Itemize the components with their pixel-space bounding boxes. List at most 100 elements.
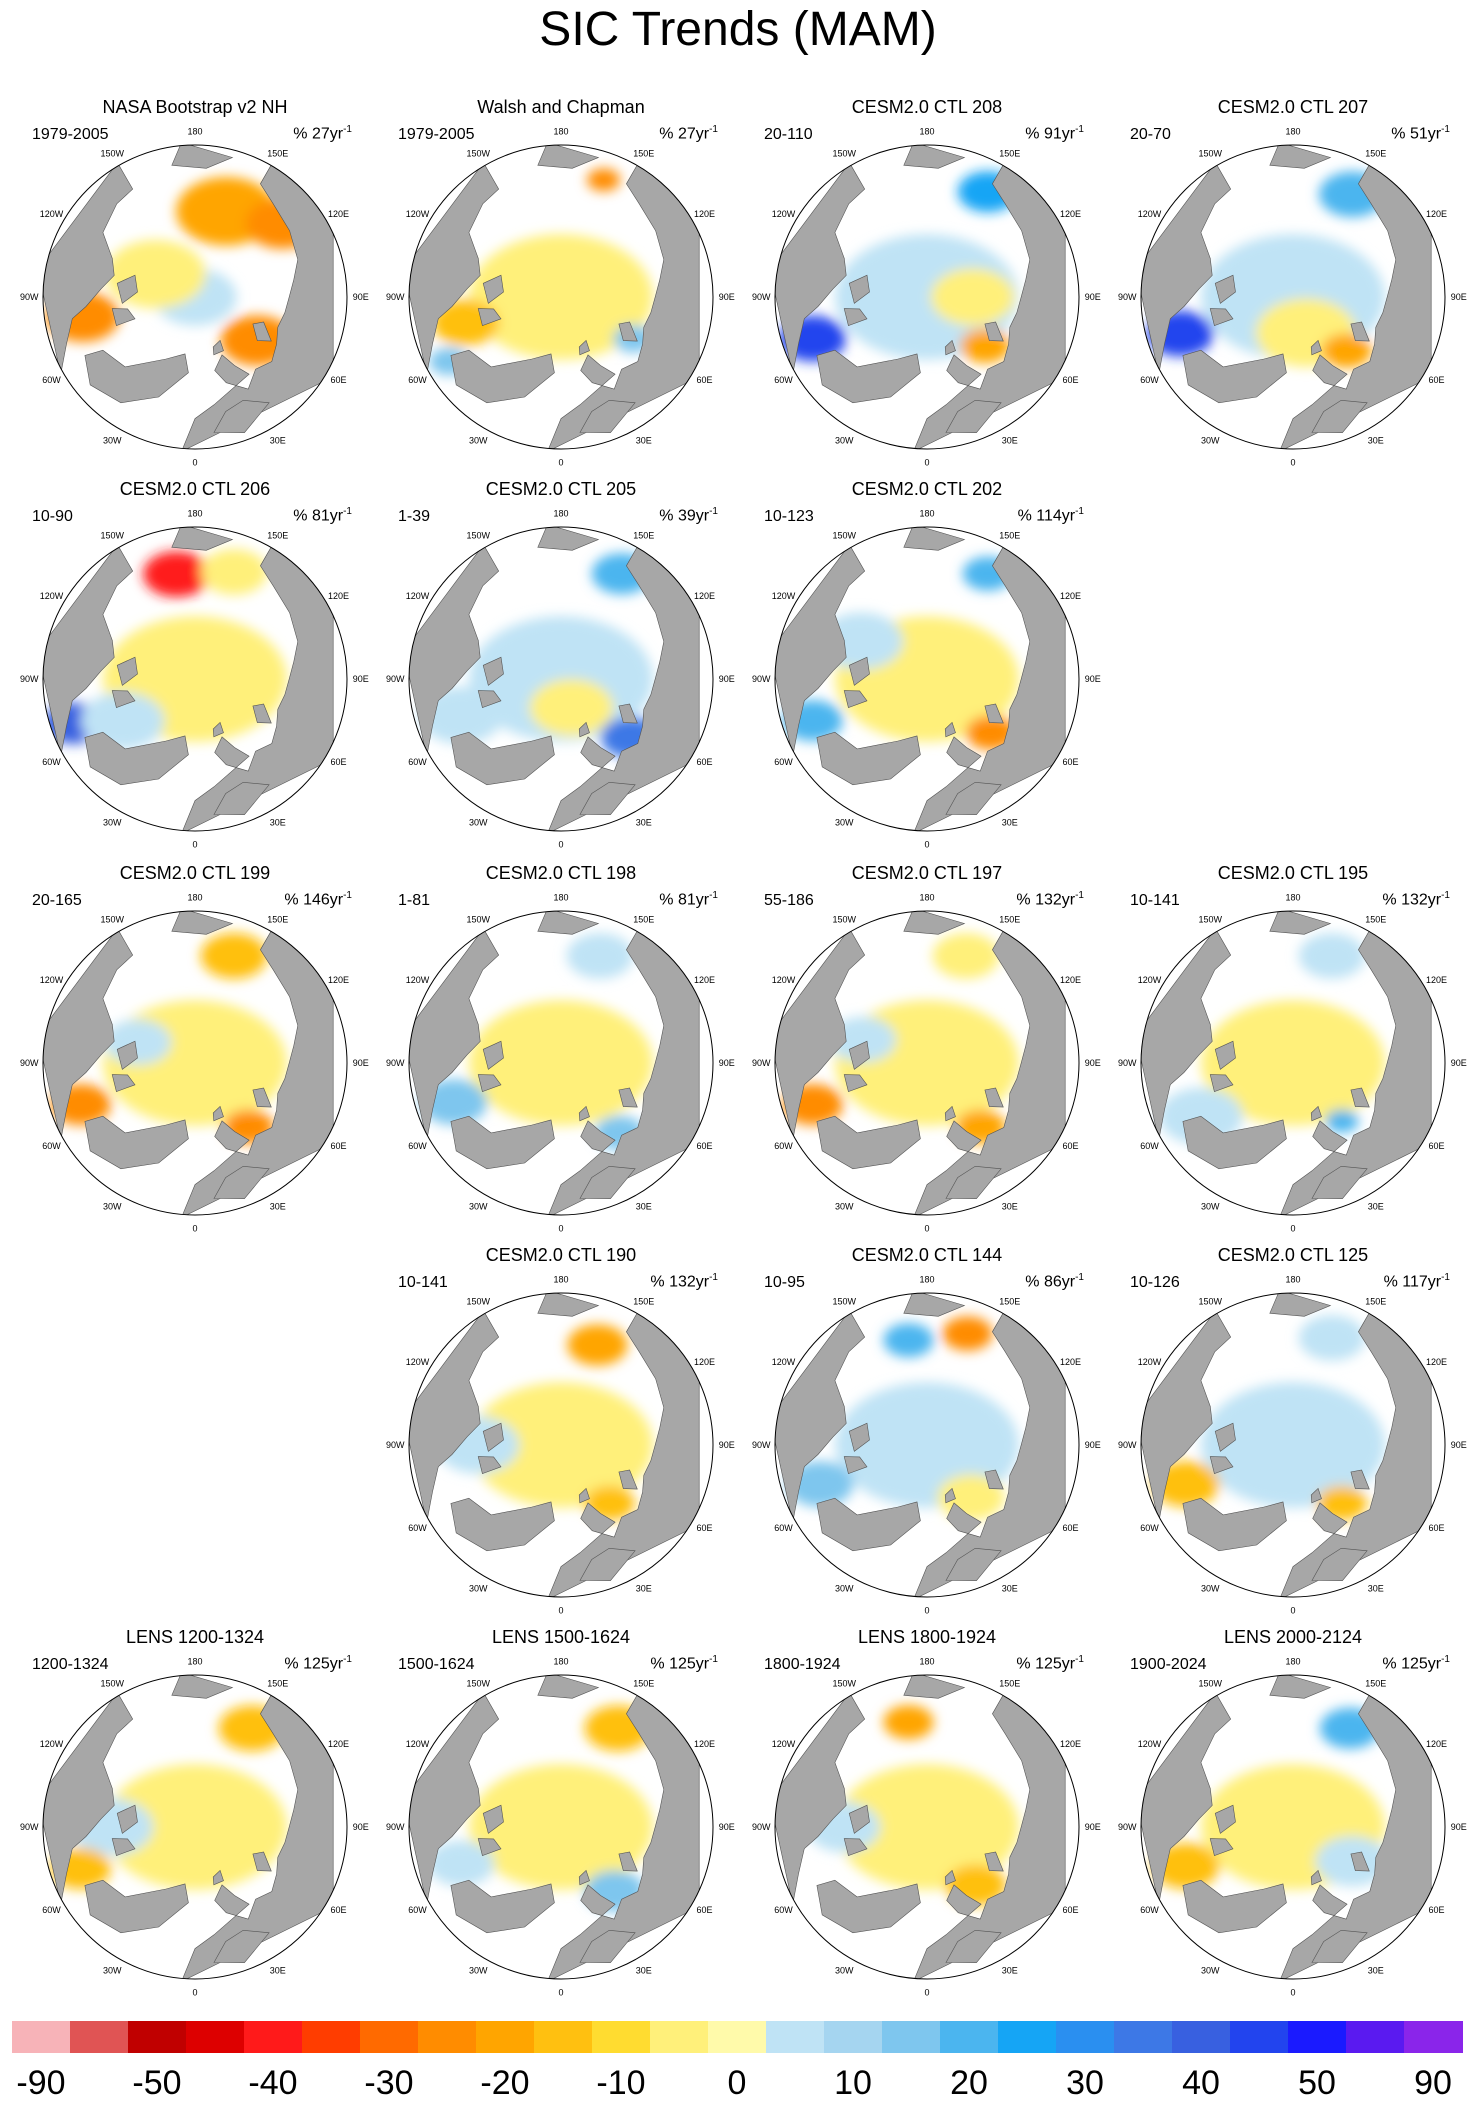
land-mass xyxy=(579,1929,636,1964)
panel-title: CESM2.0 CTL 195 xyxy=(1217,863,1369,883)
sic-trend-region xyxy=(942,1316,993,1351)
longitude-label: 120W xyxy=(772,1739,796,1749)
longitude-label: 0 xyxy=(924,1988,929,1998)
longitude-label: 180 xyxy=(919,508,934,518)
longitude-label: 60W xyxy=(1140,1141,1159,1151)
land-mass xyxy=(1310,1487,1322,1504)
longitude-label: 30W xyxy=(469,818,488,828)
map-border xyxy=(774,910,1080,1216)
longitude-label: 60E xyxy=(1062,1523,1078,1533)
longitude-label: 120E xyxy=(1426,1357,1447,1367)
longitude-label: 90W xyxy=(752,292,771,302)
longitude-label: 150E xyxy=(999,149,1020,159)
panel-title: CESM2.0 CTL 199 xyxy=(119,863,271,883)
longitude-label: 0 xyxy=(924,1606,929,1616)
longitude-label: 30E xyxy=(1368,1584,1384,1594)
land-mass xyxy=(843,1456,868,1474)
trend-unit-text: % 125yr xyxy=(1382,1655,1442,1673)
longitude-label: 60W xyxy=(1140,1523,1159,1533)
map-panel: CESM2.0 CTL 205 1-39 % 39yr-1 180 150E 120E 90… xyxy=(386,478,735,850)
longitude-label: 30W xyxy=(469,1202,488,1212)
sic-trend-region xyxy=(586,168,621,192)
longitude-label: 0 xyxy=(558,1224,563,1234)
panel-title: LENS 1500-1624 xyxy=(491,1627,631,1647)
trend-unit-exponent: -1 xyxy=(1441,1654,1450,1665)
longitude-label: 150W xyxy=(832,531,856,541)
longitude-label: 60W xyxy=(1140,1905,1159,1915)
trend-unit-exponent: -1 xyxy=(1441,124,1450,135)
longitude-label: 120E xyxy=(328,209,349,219)
land-mass xyxy=(1350,1087,1370,1108)
sic-trend-region xyxy=(1201,1382,1385,1508)
trend-unit-text: % 117yr xyxy=(1383,1273,1442,1291)
longitude-label: 30W xyxy=(1201,1202,1220,1212)
colorbar-swatch xyxy=(70,2021,129,2053)
longitude-label: 120W xyxy=(772,1357,796,1367)
trend-unit-exponent: -1 xyxy=(1075,890,1084,901)
land-mass xyxy=(450,731,555,786)
longitude-label: 120E xyxy=(1060,975,1081,985)
longitude-label: 150W xyxy=(100,1679,124,1689)
longitude-label: 150E xyxy=(633,915,654,925)
longitude-label: 0 xyxy=(924,840,929,850)
panel-title: CESM2.0 CTL 190 xyxy=(485,1245,637,1265)
land-mass xyxy=(477,1838,502,1856)
land-mass xyxy=(912,162,1066,449)
land-mass xyxy=(1214,274,1236,304)
land-mass xyxy=(1209,1838,1234,1856)
panel-period: 20-70 xyxy=(1130,126,1171,143)
longitude-label: 30W xyxy=(1201,436,1220,446)
panel-trend-unit: % 125yr-1 xyxy=(650,1654,718,1673)
trend-unit-text: % 114yr xyxy=(1017,507,1076,525)
polar-stereographic-map: 180 150E 120E 90E 60E 30E 0 30W 60W 90W 120W 150W xyxy=(20,892,369,1233)
land-mass xyxy=(482,1804,504,1834)
colorbar-tick-label: 10 xyxy=(834,2064,872,2102)
longitude-label: 150W xyxy=(1198,1297,1222,1307)
land-mass xyxy=(450,1115,555,1170)
map-panel: LENS 1200-1324 1200-1324% 125yr-1 180 150E 1… xyxy=(20,1626,369,1998)
longitude-label: 120W xyxy=(772,975,796,985)
polar-stereographic-map: 180 150E 120E 90E 60E 30E 0 30W 60W 90W 120W 150W xyxy=(1118,892,1467,1233)
land-mass xyxy=(944,1105,956,1122)
panel-title: CESM2.0 CTL 144 xyxy=(851,1245,1003,1265)
panel-trend-unit: % 117yr-1 xyxy=(1384,1272,1450,1291)
land-mass xyxy=(1311,1165,1368,1200)
longitude-label: 60W xyxy=(1140,375,1159,385)
trend-unit-text: % 51yr xyxy=(1391,125,1442,143)
longitude-label: 120W xyxy=(1138,209,1162,219)
longitude-label: 90W xyxy=(20,292,39,302)
longitude-label: 30E xyxy=(270,1966,286,1976)
land-mass xyxy=(84,731,189,786)
land-mass xyxy=(1209,308,1234,326)
land-mass xyxy=(537,1293,600,1317)
longitude-label: 90W xyxy=(386,1440,405,1450)
colorbar-swatch xyxy=(1114,2021,1173,2053)
longitude-label: 150W xyxy=(832,915,856,925)
colorbar-swatch xyxy=(1172,2021,1231,2053)
land-mass xyxy=(944,1487,956,1504)
trend-unit-exponent: -1 xyxy=(709,1272,718,1283)
panel-period: 10-90 xyxy=(32,508,73,525)
longitude-label: 60W xyxy=(774,1141,793,1151)
panel-period: 1800-1924 xyxy=(764,1656,841,1673)
land-mass xyxy=(903,911,966,935)
panel-period: 10-123 xyxy=(764,508,814,525)
panel-period: 20-165 xyxy=(32,892,82,909)
map-panel: CESM2.0 CTL 207 20-70 % 51yr-1 180 150E 120E 9… xyxy=(1118,96,1467,468)
land-mass xyxy=(843,1838,868,1856)
panel-period: 10-95 xyxy=(764,1274,805,1291)
longitude-label: 30E xyxy=(270,436,286,446)
longitude-label: 0 xyxy=(1290,1606,1295,1616)
trend-unit-exponent: -1 xyxy=(1441,1272,1450,1283)
longitude-label: 180 xyxy=(1285,1274,1300,1284)
panel-trend-unit: % 132yr-1 xyxy=(1382,890,1450,909)
colorbar-tick-label: 50 xyxy=(1298,2064,1336,2102)
trend-unit-text: % 27yr xyxy=(659,125,710,143)
longitude-label: 60W xyxy=(408,375,427,385)
land-mass xyxy=(1278,1692,1432,1979)
longitude-label: 90E xyxy=(353,1058,369,1068)
colorbar-tick-label: -40 xyxy=(248,2064,298,2102)
trend-unit-exponent: -1 xyxy=(1075,506,1084,517)
trend-unit-exponent: -1 xyxy=(343,1654,352,1665)
sic-trend-region xyxy=(1315,1836,1389,1887)
